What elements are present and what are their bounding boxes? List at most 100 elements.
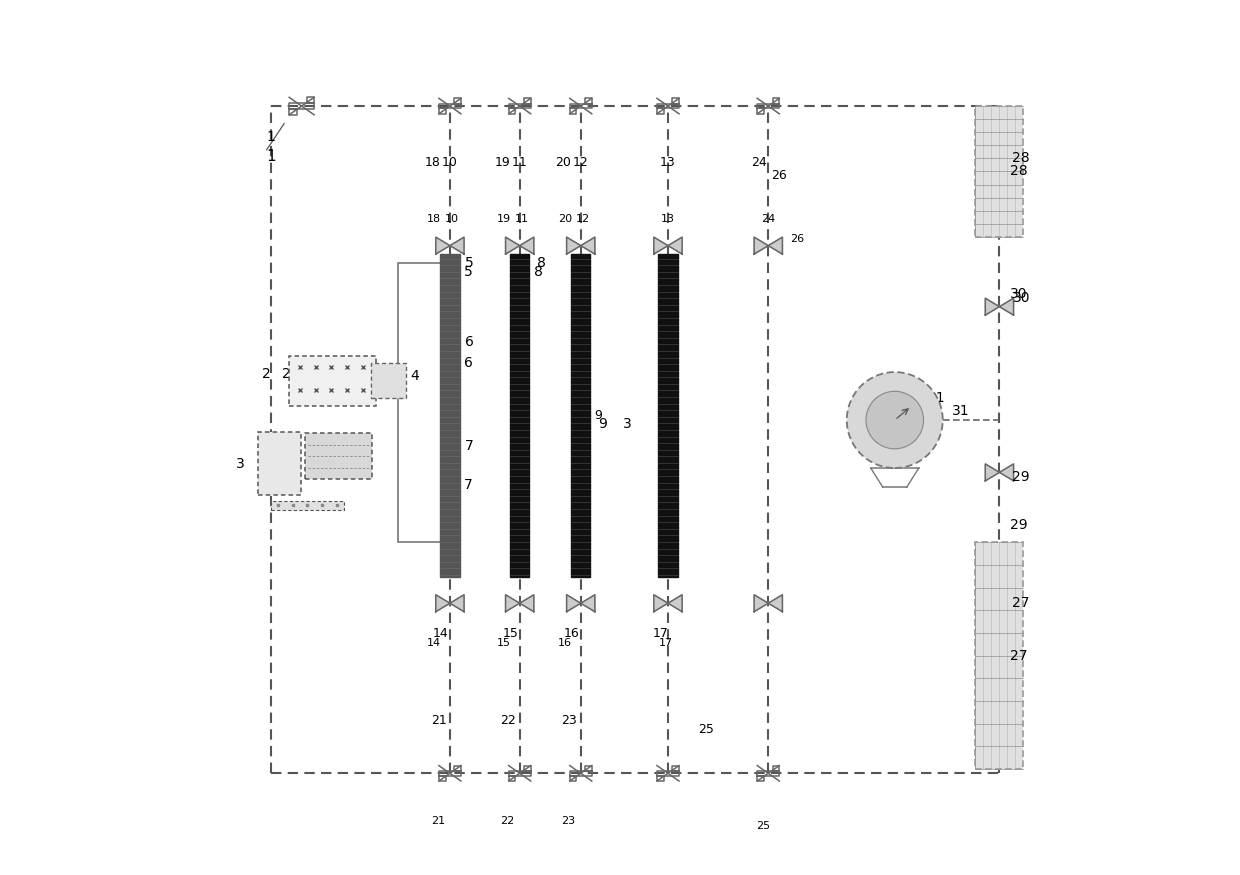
Polygon shape: [653, 237, 668, 254]
Text: 11: 11: [512, 157, 527, 169]
Text: 10: 10: [445, 214, 459, 225]
Text: 3: 3: [258, 445, 267, 459]
Bar: [976, 106, 1023, 237]
Bar: [372, 363, 407, 398]
Text: 22: 22: [501, 816, 515, 826]
Bar: [305, 433, 372, 480]
Polygon shape: [520, 595, 534, 612]
Bar: [289, 355, 376, 406]
Bar: [270, 500, 345, 509]
Polygon shape: [580, 595, 595, 612]
Text: 8: 8: [533, 265, 543, 279]
Text: 17: 17: [660, 639, 673, 648]
Text: 7: 7: [465, 439, 474, 453]
Text: 17: 17: [652, 627, 668, 640]
Bar: [440, 255, 460, 577]
Text: 19: 19: [495, 157, 510, 169]
Text: 13: 13: [661, 214, 675, 225]
Polygon shape: [668, 237, 682, 254]
Text: 23: 23: [562, 816, 575, 826]
Text: 16: 16: [558, 639, 572, 648]
Polygon shape: [567, 237, 580, 254]
Polygon shape: [450, 237, 464, 254]
Text: 18: 18: [428, 214, 441, 225]
Text: 24: 24: [751, 157, 766, 169]
Text: 3: 3: [237, 457, 246, 471]
Bar: [398, 263, 450, 542]
Text: 20: 20: [556, 157, 572, 169]
Bar: [658, 255, 677, 577]
Text: 12: 12: [575, 214, 590, 225]
Bar: [976, 542, 1023, 769]
Text: 16: 16: [563, 627, 579, 640]
Text: 1: 1: [267, 130, 275, 144]
Text: 24: 24: [761, 214, 775, 225]
Text: 4: 4: [391, 362, 399, 376]
Text: 3: 3: [622, 417, 631, 431]
Polygon shape: [435, 595, 450, 612]
Bar: [572, 255, 590, 577]
Bar: [510, 255, 529, 577]
Polygon shape: [506, 237, 520, 254]
Text: 25: 25: [756, 821, 770, 830]
Text: 6: 6: [464, 356, 472, 370]
Text: 9: 9: [595, 410, 603, 423]
Polygon shape: [450, 595, 464, 612]
Text: 7: 7: [464, 479, 472, 493]
Text: 22: 22: [501, 715, 516, 727]
Polygon shape: [435, 237, 450, 254]
Polygon shape: [769, 237, 782, 254]
Text: 31: 31: [928, 391, 946, 405]
Circle shape: [847, 372, 942, 468]
Text: 20: 20: [558, 214, 572, 225]
Bar: [258, 432, 301, 495]
Polygon shape: [754, 237, 769, 254]
Polygon shape: [986, 464, 999, 481]
Text: 28: 28: [1009, 164, 1028, 178]
Text: 21: 21: [430, 715, 446, 727]
Text: 30: 30: [1013, 291, 1030, 305]
Text: 9: 9: [598, 417, 608, 431]
Text: 13: 13: [660, 157, 676, 169]
Polygon shape: [520, 237, 534, 254]
Text: 8: 8: [537, 256, 546, 270]
Polygon shape: [999, 298, 1013, 315]
Text: 19: 19: [497, 214, 511, 225]
Polygon shape: [506, 595, 520, 612]
Text: 29: 29: [1009, 518, 1028, 532]
Text: 15: 15: [497, 639, 511, 648]
Text: 26: 26: [790, 234, 805, 243]
Text: 18: 18: [424, 157, 440, 169]
Text: 6: 6: [465, 334, 474, 348]
Polygon shape: [754, 595, 769, 612]
Polygon shape: [986, 298, 999, 315]
Text: 5: 5: [464, 265, 472, 279]
Text: 27: 27: [1013, 596, 1030, 610]
Text: 29: 29: [1013, 470, 1030, 484]
Text: 23: 23: [562, 715, 578, 727]
Text: 30: 30: [1009, 287, 1028, 301]
Circle shape: [866, 391, 924, 449]
Text: 21: 21: [430, 816, 445, 826]
Text: 14: 14: [428, 639, 441, 648]
Text: 12: 12: [573, 157, 589, 169]
Text: 2: 2: [263, 367, 272, 381]
Polygon shape: [668, 595, 682, 612]
Polygon shape: [999, 464, 1013, 481]
Text: 27: 27: [1009, 648, 1028, 662]
Text: 28: 28: [1013, 151, 1030, 165]
Text: 4: 4: [410, 369, 419, 383]
Text: 25: 25: [698, 724, 714, 736]
Text: 26: 26: [771, 170, 786, 182]
Text: 31: 31: [951, 404, 970, 418]
Text: 11: 11: [515, 214, 528, 225]
Text: 2: 2: [281, 367, 290, 381]
Text: 14: 14: [433, 627, 448, 640]
Text: 15: 15: [502, 627, 518, 640]
Polygon shape: [653, 595, 668, 612]
Polygon shape: [580, 237, 595, 254]
Polygon shape: [769, 595, 782, 612]
Text: 1: 1: [267, 149, 277, 164]
Text: 5: 5: [465, 256, 474, 270]
Text: 10: 10: [443, 157, 458, 169]
